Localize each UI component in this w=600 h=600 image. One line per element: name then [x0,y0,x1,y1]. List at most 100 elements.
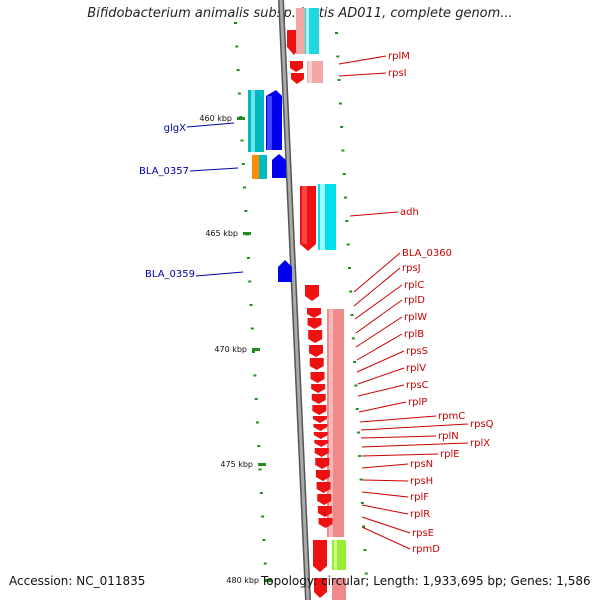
gene-label-rplp[interactable]: rplP [408,397,427,408]
scale-tick-mark [264,579,272,582]
gene-label-rplx[interactable]: rplX [470,438,490,449]
ribosomal-gene-arrow [314,448,329,457]
tick-dash [254,398,258,400]
tick-dash [234,22,237,24]
label-leader-line [361,463,409,469]
tick-dash [353,361,357,363]
tick-dash [349,290,353,293]
label-leader-line [186,122,235,128]
gene-label-rplr[interactable]: rplR [410,509,430,520]
label-leader-line [360,423,469,431]
scale-tick-mark [243,232,251,235]
scale-tick-label: 475 kbp [220,460,253,469]
tick-dash [356,431,360,434]
gene-label-rpss[interactable]: rpsS [406,346,428,357]
tick-dash [236,69,240,71]
tick-dash [358,455,362,457]
gene-label-rpld[interactable]: rplD [404,295,425,306]
gene-label-rpmc[interactable]: rpmC [438,411,465,422]
tick-dash [360,502,364,504]
gene-label-rpmd[interactable]: rpmD [412,544,440,555]
ribosomal-gene-arrow [315,470,330,481]
tick-dash [363,549,367,551]
label-leader-line [195,271,244,277]
gene-label-rplc[interactable]: rplC [404,280,424,291]
gene-label-rpsj[interactable]: rpsJ [402,263,421,274]
gene-label-bla_0359[interactable]: BLA_0359 [145,269,195,280]
scale-tick-label: 460 kbp [199,114,232,123]
gene-rplm [290,61,303,72]
gene-label-rpsn[interactable]: rpsN [410,459,433,470]
label-leader-line [355,316,403,348]
gene-bla0360 [305,285,319,301]
ribosomal-gene-arrow [317,506,332,517]
gene-label-rple[interactable]: rplE [440,449,460,460]
gene-label-bla-0360[interactable]: BLA_0360 [402,248,452,259]
gene-bla0357 [272,154,286,178]
cds-glgx [248,90,264,152]
tick-dash [336,55,340,58]
gene-label-glgx[interactable]: glgX [164,123,186,134]
tick-dash [335,32,338,34]
tick-dash [355,408,359,410]
backbone [278,0,311,600]
tick-dash [341,149,345,152]
tick-dash [263,562,267,565]
label-leader-line [353,252,401,293]
tick-dash [259,492,263,494]
tick-dash [258,468,262,471]
gene-label-rplm[interactable]: rplM [388,51,410,62]
gene-label-rplf[interactable]: rplF [410,492,429,503]
ribosomal-gene-arrows [307,308,333,528]
label-leader-line [354,284,403,320]
reverse-gene-labels[interactable]: rplM rpsI adh BLA_0360 rpsJ rplC rplD rplW rplB r… [338,51,494,555]
gene-label-rplw[interactable]: rplW [404,312,427,323]
label-leader-line [361,526,411,550]
gene-label-bla_0357[interactable]: BLA_0357 [139,166,189,177]
ribosomal-gene-arrow [313,424,328,431]
tick-dash [257,445,261,447]
genome-stats-text: Topology: circular; Length: 1,933,695 bp… [261,574,591,588]
tick-dash [340,126,344,128]
cds-top-pink [296,8,306,54]
accession-text: Accession: NC_011835 [9,574,146,588]
tick-dash [252,351,256,353]
tick-dash [350,314,354,316]
feature-blocks [248,8,346,600]
label-leader-line [361,504,409,515]
gene-label-rpln[interactable]: rplN [438,431,459,442]
label-leader-line [357,384,405,397]
gene-label-rplb[interactable]: rplB [404,329,424,340]
ribosomal-gene-arrow [307,308,321,318]
gene-label-rpsh[interactable]: rpsH [410,476,433,487]
tick-dash [346,243,350,246]
ribosomal-gene-arrow [310,372,325,383]
ribosomal-gene-arrow [315,458,330,469]
gene-label-rpsc[interactable]: rpsC [406,380,429,391]
scale-tick-label: 465 kbp [205,229,238,238]
ribosomal-gene-arrow [312,405,327,415]
tick-dash [337,79,341,81]
gene-bottom-red [313,540,327,572]
tick-dash [359,478,363,481]
ribosomal-gene-arrow [317,494,332,505]
ribosomal-gene-arrow [314,440,329,447]
label-leader-line [356,333,403,361]
forward-gene-labels[interactable]: glgX BLA_0357 BLA_0359 [139,122,244,280]
ribosomal-gene-arrow [316,482,331,493]
tick-dash [255,421,259,424]
scale-tick-mark [252,348,260,351]
tick-dash [250,327,254,330]
gene-label-rplv[interactable]: rplV [406,363,426,374]
gene-label-adh[interactable]: adh [400,207,419,218]
ribosomal-gene-arrow [311,394,326,404]
gene-label-rpse[interactable]: rpsE [412,528,434,539]
label-leader-line [338,55,387,65]
label-leader-line [358,401,407,413]
tick-dash [344,196,348,199]
tick-dash [362,525,366,528]
gene-label-rpsq[interactable]: rpsQ [470,419,494,430]
label-leader-line [360,435,437,439]
gene-label-rpsi[interactable]: rpsI [388,68,407,79]
